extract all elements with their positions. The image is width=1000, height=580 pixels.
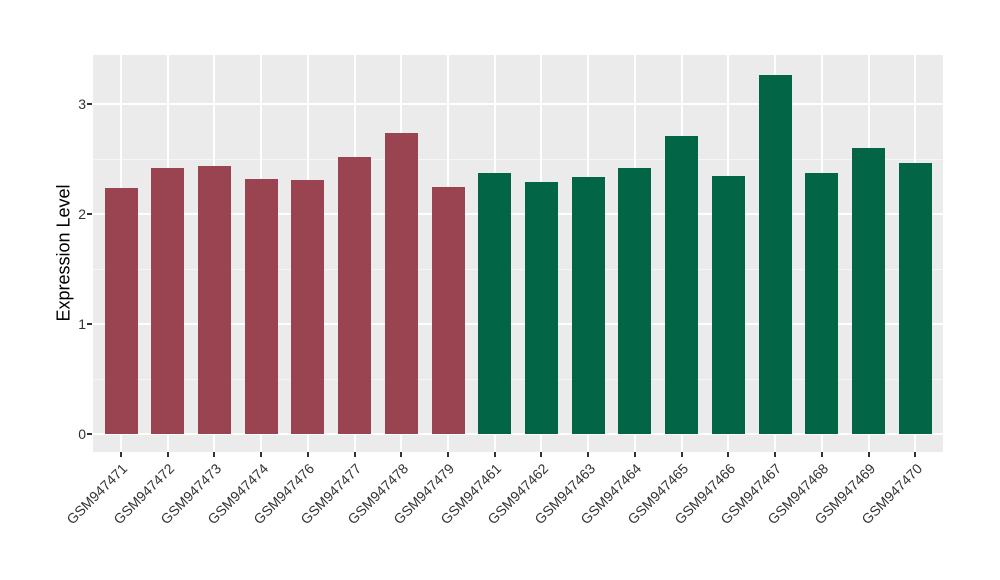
y-tick-mark bbox=[87, 433, 92, 435]
gridline-major-y bbox=[93, 213, 943, 215]
gridline-major-y bbox=[93, 323, 943, 325]
bar-GSM947461 bbox=[478, 173, 512, 434]
y-tick-label: 0 bbox=[78, 426, 86, 442]
bar-GSM947477 bbox=[338, 156, 372, 434]
y-tick-mark bbox=[87, 213, 92, 215]
bar-GSM947465 bbox=[665, 135, 699, 434]
gridline-minor-y bbox=[93, 158, 943, 160]
x-tick-mark bbox=[260, 452, 263, 457]
bar-GSM947467 bbox=[758, 75, 792, 434]
bar-GSM947466 bbox=[711, 175, 745, 434]
x-tick-mark bbox=[820, 452, 823, 457]
x-tick-mark bbox=[540, 452, 543, 457]
bar-GSM947471 bbox=[104, 187, 138, 434]
x-tick-mark bbox=[306, 452, 309, 457]
x-tick-mark bbox=[166, 452, 169, 457]
bar-GSM947470 bbox=[898, 163, 932, 434]
gridline-major-y bbox=[93, 433, 943, 435]
bar-GSM947478 bbox=[384, 132, 418, 434]
x-tick-mark bbox=[400, 452, 403, 457]
plot-panel bbox=[93, 55, 943, 452]
bar-GSM947479 bbox=[431, 186, 465, 434]
x-tick-mark bbox=[587, 452, 590, 457]
gridline-major-y bbox=[93, 103, 943, 105]
bar-GSM947474 bbox=[244, 178, 278, 434]
y-tick-mark bbox=[87, 103, 92, 105]
y-tick-label: 2 bbox=[78, 206, 86, 222]
bar-GSM947462 bbox=[524, 182, 558, 434]
x-tick-mark bbox=[727, 452, 730, 457]
y-tick-label: 1 bbox=[78, 316, 86, 332]
y-tick-mark bbox=[87, 323, 92, 325]
bar-GSM947476 bbox=[291, 179, 325, 434]
bar-GSM947464 bbox=[618, 167, 652, 434]
x-tick-mark bbox=[774, 452, 777, 457]
bar-GSM947469 bbox=[852, 148, 886, 434]
x-tick-mark bbox=[867, 452, 870, 457]
y-axis-title: Expression Level bbox=[53, 184, 74, 322]
y-tick-label: 3 bbox=[78, 96, 86, 112]
gridline-minor-y bbox=[93, 268, 943, 270]
bar-GSM947473 bbox=[197, 165, 231, 434]
x-tick-mark bbox=[493, 452, 496, 457]
gridline-minor-y bbox=[93, 378, 943, 380]
x-tick-mark bbox=[353, 452, 356, 457]
bar-GSM947472 bbox=[151, 167, 185, 434]
bar-GSM947468 bbox=[805, 173, 839, 434]
x-tick-mark bbox=[120, 452, 122, 457]
x-tick-mark bbox=[914, 452, 917, 457]
x-tick-mark bbox=[633, 452, 636, 457]
x-tick-mark bbox=[447, 452, 450, 457]
x-tick-mark bbox=[213, 452, 216, 457]
bar-GSM947463 bbox=[571, 176, 605, 434]
x-tick-mark bbox=[680, 452, 683, 457]
